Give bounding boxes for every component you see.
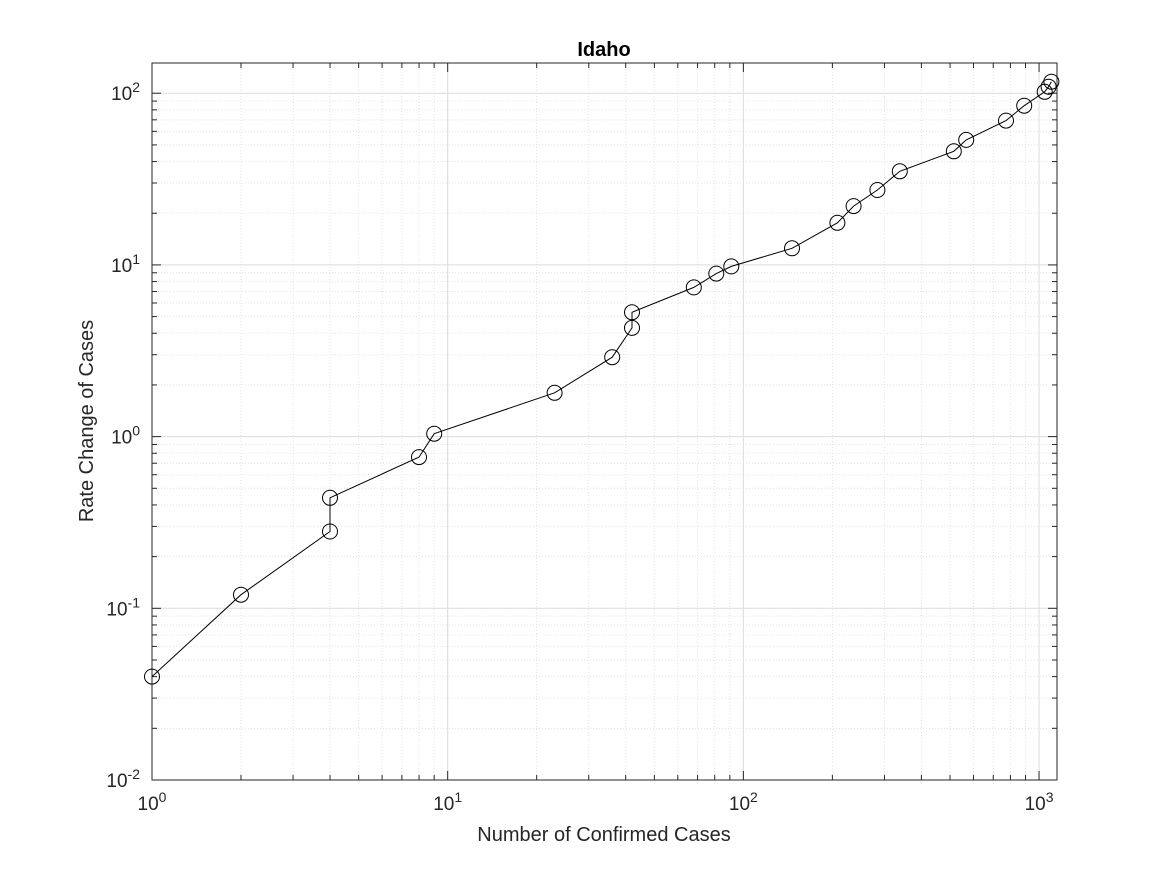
y-tick-label-exponent: 0 xyxy=(132,423,140,439)
y-tick-label-base: 10 xyxy=(111,84,132,105)
y-tick-label-base: 10 xyxy=(106,599,127,620)
y-tick-label-exponent: -1 xyxy=(128,594,141,610)
data-point-marker xyxy=(1040,78,1057,95)
chart-title: Idaho xyxy=(577,39,630,61)
data-point-marker xyxy=(1016,97,1033,114)
y-axis-label: Rate Change of Cases xyxy=(76,320,98,522)
data-point-marker xyxy=(322,523,338,540)
y-tick-label-base: 10 xyxy=(111,428,132,449)
data-point-marker xyxy=(784,240,800,257)
data-point-marker xyxy=(546,384,563,401)
data-point-marker xyxy=(144,668,160,685)
data-point-marker xyxy=(945,143,962,160)
x-tick-label-exponent: 0 xyxy=(159,789,167,805)
x-tick-label-base: 10 xyxy=(1025,794,1046,815)
x-tick-label: 100 xyxy=(138,789,167,815)
data-point-marker xyxy=(411,449,427,466)
data-point-marker xyxy=(624,304,640,321)
data-point-marker xyxy=(685,279,702,296)
data-point-marker xyxy=(233,586,249,603)
plot-area xyxy=(152,63,1057,780)
x-tick-label-exponent: 3 xyxy=(1046,789,1054,805)
y-tick-label: 10-2 xyxy=(106,766,140,792)
x-tick-label: 103 xyxy=(1025,789,1054,815)
data-point-marker xyxy=(845,198,862,215)
x-axis-label: Number of Confirmed Cases xyxy=(477,824,730,846)
y-tick-label: 10-1 xyxy=(106,594,140,620)
data-point-marker xyxy=(958,131,975,148)
data-point-marker xyxy=(604,349,621,366)
y-tick-label-exponent: 1 xyxy=(132,251,140,267)
x-tick-label-base: 10 xyxy=(433,794,454,815)
y-tick-label: 100 xyxy=(111,423,140,449)
data-point-marker xyxy=(1043,73,1060,90)
x-tick-label: 101 xyxy=(433,789,462,815)
data-point-marker xyxy=(891,163,908,180)
series-line xyxy=(151,81,1052,677)
data-point-marker xyxy=(998,112,1014,129)
axis-ticks xyxy=(151,63,1057,781)
y-tick-label-base: 10 xyxy=(111,256,132,277)
x-tick-label: 102 xyxy=(729,789,758,815)
x-tick-labels: 100 101 102 103 xyxy=(138,789,1054,815)
data-point-marker xyxy=(426,425,443,442)
y-tick-label-exponent: 2 xyxy=(132,79,140,95)
data-point-marker xyxy=(869,182,886,198)
data-point-marker xyxy=(624,319,640,336)
y-tick-label-base: 10 xyxy=(106,771,127,792)
x-tick-label-exponent: 1 xyxy=(454,789,462,805)
y-tick-label: 102 xyxy=(111,79,140,105)
x-tick-label-base: 10 xyxy=(729,794,750,815)
y-tick-label: 101 xyxy=(111,251,140,277)
x-tick-label-exponent: 2 xyxy=(750,789,758,805)
data-point-marker xyxy=(708,265,725,282)
data-point-marker xyxy=(723,258,740,275)
plot-frame xyxy=(151,62,1058,781)
x-tick-label-base: 10 xyxy=(138,794,159,815)
series-line-group xyxy=(144,73,1060,685)
minor-grid xyxy=(152,63,1057,780)
data-point-marker xyxy=(322,489,338,506)
data-point-marker xyxy=(829,214,846,231)
y-tick-label-exponent: -2 xyxy=(128,766,141,782)
